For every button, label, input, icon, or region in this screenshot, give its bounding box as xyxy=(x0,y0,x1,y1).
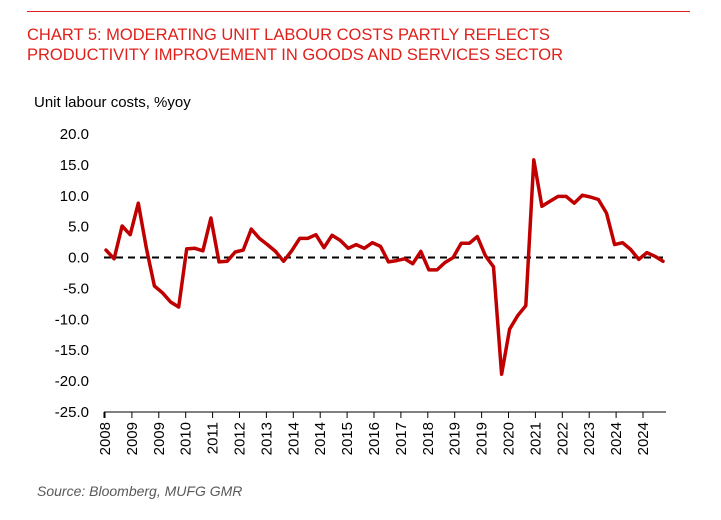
y-tick-label: 10.0 xyxy=(60,188,89,205)
source-note: Source: Bloomberg, MUFG GMR xyxy=(37,483,243,499)
x-tick-label: 2024 xyxy=(608,422,625,455)
chart-title-line-2: PRODUCTIVITY IMPROVEMENT IN GOODS AND SE… xyxy=(27,46,564,64)
chart-title-line-1: CHART 5: MODERATING UNIT LABOUR COSTS PA… xyxy=(27,26,550,44)
x-tick-label: 2011 xyxy=(205,422,222,454)
y-tick-label: 20.0 xyxy=(60,126,89,143)
x-axis: 2008 2009 2009 2010 2011 2012 2013 2014 2014 2015… xyxy=(97,411,666,455)
y-axis-ticks: 20.0 15.0 10.0 5.0 0.0 -5.0 -10.0 -15.0 -20.0 -25… xyxy=(55,126,89,421)
top-rule xyxy=(27,11,690,12)
x-tick-label: 2014 xyxy=(285,422,302,455)
x-tick-label: 2024 xyxy=(635,422,652,455)
x-tick-label: 2022 xyxy=(554,422,571,455)
y-tick-label: -15.0 xyxy=(55,342,89,359)
x-tick-label: 2014 xyxy=(312,422,329,455)
x-tick-label: 2009 xyxy=(124,422,141,455)
x-tick-label: 2023 xyxy=(581,422,598,455)
x-tick-label: 2020 xyxy=(501,422,518,455)
chart-title: CHART 5: MODERATING UNIT LABOUR COSTS PA… xyxy=(27,25,707,65)
x-tick-label: 2008 xyxy=(97,422,114,455)
y-tick-label: -25.0 xyxy=(55,404,89,421)
y-tick-label: 0.0 xyxy=(68,250,89,267)
series-line-unit-labour-costs xyxy=(104,158,665,377)
x-tick-label: 2019 xyxy=(447,422,464,455)
x-tick-label: 2019 xyxy=(474,422,491,455)
y-tick-label: -20.0 xyxy=(55,373,89,390)
series-group xyxy=(104,158,665,377)
x-tick-label: 2013 xyxy=(258,422,275,455)
x-tick-label: 2021 xyxy=(527,422,544,455)
x-tick-label: 2016 xyxy=(366,422,383,455)
y-tick-label: 5.0 xyxy=(68,219,89,236)
x-tick-label: 2010 xyxy=(178,422,195,455)
x-tick-label: 2018 xyxy=(420,422,437,455)
x-tick-label: 2017 xyxy=(393,422,410,455)
y-tick-label: 15.0 xyxy=(60,157,89,174)
y-tick-label: -10.0 xyxy=(55,311,89,328)
x-tick-label: 2009 xyxy=(151,422,168,455)
x-tick-label: 2015 xyxy=(339,422,356,455)
y-tick-label: -5.0 xyxy=(63,280,89,297)
x-tick-label: 2012 xyxy=(232,422,249,455)
y-axis-label: Unit labour costs, %yoy xyxy=(34,94,191,111)
